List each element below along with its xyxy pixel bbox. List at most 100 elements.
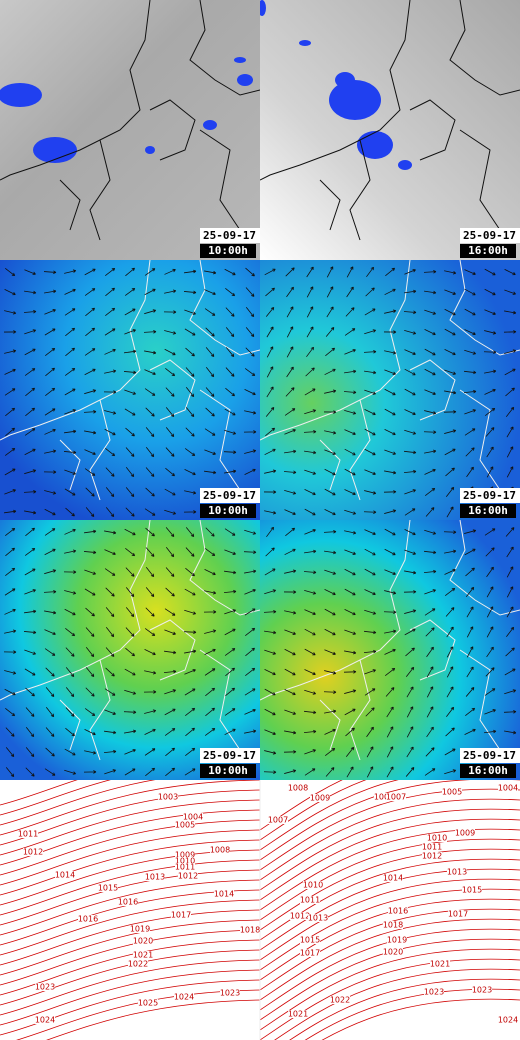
wind-arrow [264, 669, 276, 676]
wind-arrow [224, 570, 237, 575]
wind-arrow [184, 490, 197, 495]
isobar-line [260, 928, 520, 1011]
wind-arrow [364, 370, 377, 375]
wind-arrow [83, 409, 97, 414]
wind-arrow [364, 529, 376, 536]
wind-arrow [4, 608, 16, 615]
wind-arrow [104, 348, 116, 355]
isobar-line [0, 780, 112, 816]
wind-arrow [404, 549, 416, 555]
precipitation-area [203, 120, 217, 130]
isobar-label: 1014 [383, 874, 403, 883]
isobar-label-bg [442, 788, 462, 796]
time-label: 16:00h [468, 504, 508, 517]
isobar-label: 1023 [220, 989, 240, 998]
wind-arrow [406, 706, 414, 718]
wind-arrow [5, 567, 16, 577]
wind-arrow [85, 687, 95, 697]
wind-arrow [386, 726, 394, 738]
wind-arrow [145, 447, 155, 458]
wind-arrow [103, 749, 117, 754]
wind-arrow [383, 330, 397, 334]
wind-arrow [224, 268, 236, 276]
wind-arrow [125, 487, 135, 497]
wind-arrow [124, 668, 136, 676]
isobar-line [260, 848, 520, 931]
wind-arrow [404, 489, 416, 495]
wind-arrow [24, 368, 36, 376]
date-label: 25-09-17 [463, 749, 516, 762]
wind-arrow [104, 328, 116, 336]
wind-arrow [144, 728, 156, 735]
wind-arrow [65, 507, 75, 517]
wind-arrow [264, 589, 277, 595]
wind-arrow [304, 388, 316, 396]
wind-arrow [64, 748, 76, 756]
isobar-label: 1013 [308, 914, 328, 923]
wind-arrow [485, 427, 495, 437]
wind-arrow [465, 586, 475, 597]
wind-arrow [445, 486, 455, 497]
wind-arrow [266, 326, 274, 338]
wind-arrow [423, 550, 437, 555]
date-box [200, 488, 260, 503]
isobar-label: 1020 [133, 937, 153, 946]
precipitation-area [398, 160, 412, 170]
wind-arrow [406, 726, 414, 738]
wind-arrow [363, 649, 377, 654]
wind-arrow [284, 490, 297, 495]
wind-arrow [344, 489, 356, 496]
wind-arrow [63, 450, 77, 455]
wind-arrow [125, 547, 136, 557]
isobar-label-bg [55, 871, 75, 879]
wind-arrow [225, 307, 235, 317]
wind-arrow [105, 667, 115, 677]
wind-arrow [84, 389, 97, 395]
wind-arrow [85, 667, 95, 677]
wind-arrow [443, 530, 457, 534]
wind-arrow [486, 466, 494, 478]
isobar-label: 1018 [383, 921, 403, 930]
wind-arrow [304, 590, 317, 595]
wind-arrow [404, 388, 416, 396]
wind-arrow [144, 288, 156, 296]
isobar-label-bg [383, 948, 403, 956]
wind-arrow [404, 349, 416, 356]
wind-arrow [404, 289, 417, 294]
wind-arrow [424, 468, 436, 475]
isobar-label-bg [118, 898, 138, 906]
wind-arrow [165, 447, 175, 457]
wind-arrow [144, 508, 156, 516]
wind-arrow [244, 588, 256, 595]
isobar-label: 1017 [300, 949, 320, 958]
wind-arrow [185, 347, 195, 357]
wind-arrow [444, 390, 457, 395]
wind-arrow [384, 369, 396, 375]
wind-arrow [345, 727, 355, 737]
isobar-line [260, 838, 520, 921]
wind-arrow [404, 508, 416, 516]
isobar-label: 1016 [388, 907, 408, 916]
wind-arrow [164, 488, 176, 496]
wind-arrow [223, 589, 237, 594]
wind-arrow [404, 330, 417, 335]
isobar-label-bg [422, 852, 442, 860]
wind-arrow [265, 306, 275, 317]
wind-arrow [184, 448, 196, 456]
isobar-label: 1012 [290, 912, 310, 921]
wind-arrow [363, 349, 377, 354]
wind-arrow [84, 708, 96, 716]
wind-arrow [444, 448, 456, 456]
wind-arrow [165, 747, 175, 757]
wind-arrow [424, 348, 436, 356]
wind-arrow [44, 408, 56, 416]
wind-arrow [324, 368, 336, 376]
wind-arrow [284, 610, 297, 615]
wind-arrow [284, 408, 296, 416]
isobar-label-bg [447, 868, 467, 876]
wind-arrow [324, 589, 336, 596]
isobar-label: 1010 [175, 857, 195, 866]
wind-arrow [85, 607, 95, 617]
wind-arrow [64, 269, 77, 274]
isobar-line [16, 989, 260, 1040]
